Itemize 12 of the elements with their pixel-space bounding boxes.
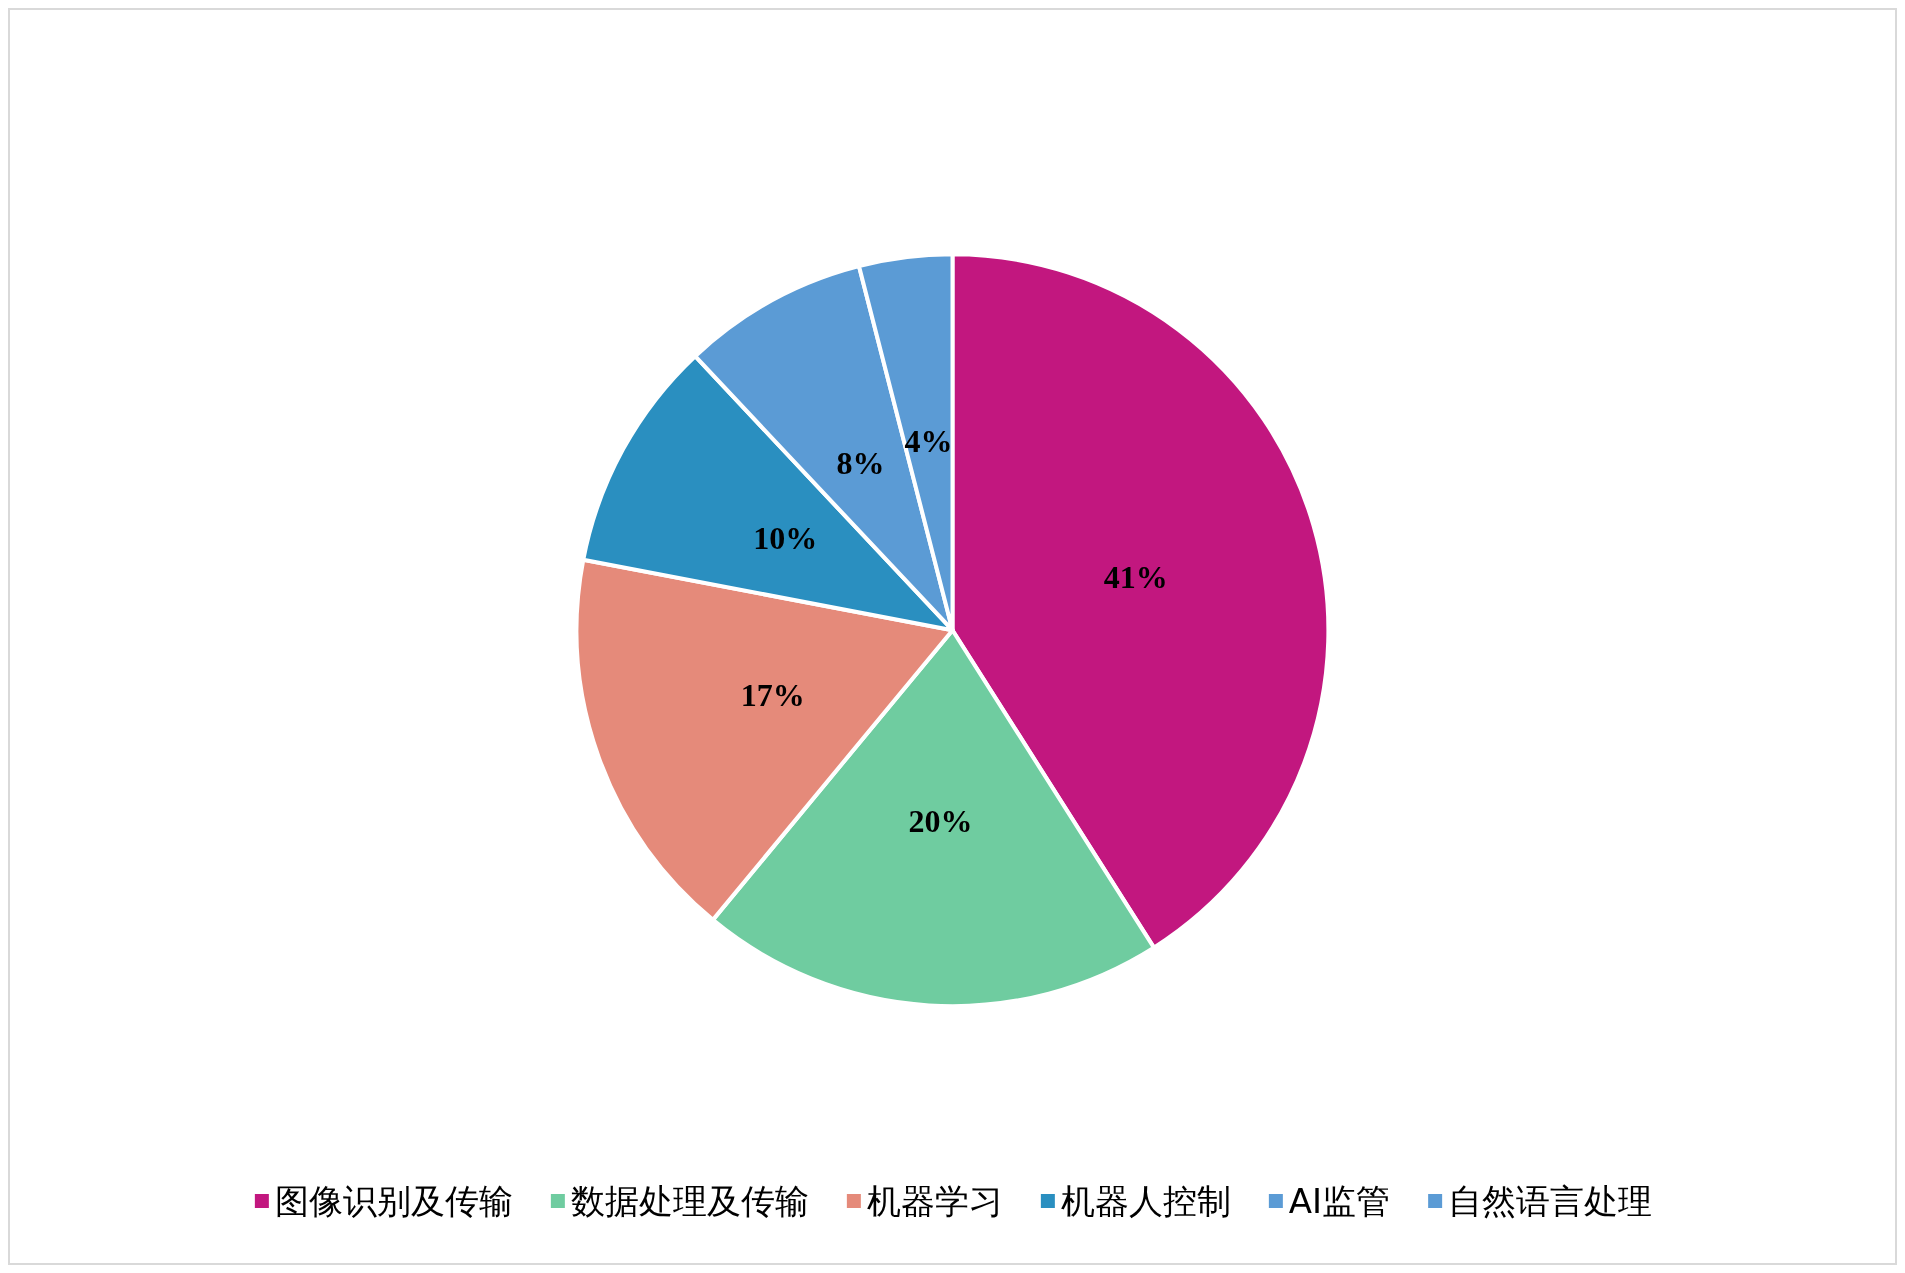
data-label: 41%: [1103, 558, 1168, 595]
legend-label: 数据处理及传输: [570, 1181, 809, 1221]
data-label: 8%: [836, 444, 885, 481]
legend-label: 图像识别及传输: [274, 1181, 513, 1221]
legend-label: AI监管: [1288, 1181, 1391, 1221]
data-label: 10%: [753, 520, 818, 557]
data-label: 20%: [908, 802, 973, 839]
legend-label: 机器学习: [866, 1181, 1003, 1221]
data-label: 17%: [740, 676, 805, 713]
data-label: 4%: [904, 422, 953, 459]
legend-label: 自然语言处理: [1448, 1181, 1653, 1221]
legend-label: 机器人控制: [1060, 1181, 1231, 1221]
